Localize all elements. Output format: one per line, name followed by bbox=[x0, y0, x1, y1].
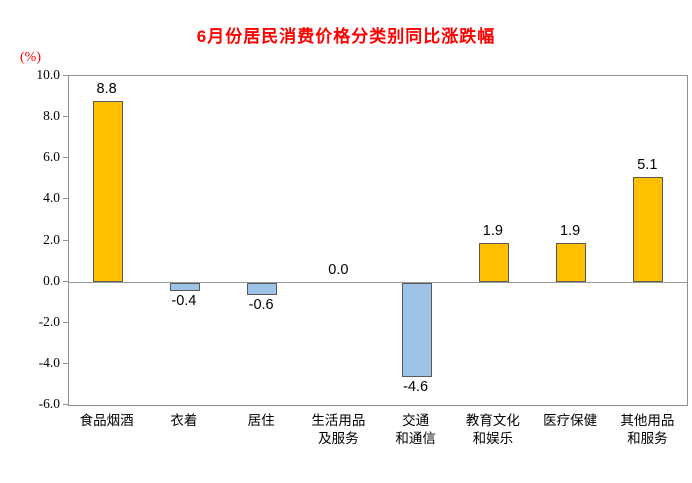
x-axis-category-label: 教育文化 和娱乐 bbox=[465, 413, 520, 446]
bar-value-label: 1.9 bbox=[482, 222, 503, 239]
x-axis-category-label: 居住 bbox=[247, 413, 275, 428]
bar-其他用品和服务 bbox=[633, 176, 664, 282]
bar-value-label: -0.6 bbox=[248, 296, 274, 313]
y-axis-tick-mark bbox=[63, 75, 68, 76]
bar-教育文化和娱乐 bbox=[478, 242, 509, 282]
y-axis-tick-label: -2.0 bbox=[38, 313, 60, 329]
y-axis-tick-mark bbox=[63, 362, 68, 364]
y-axis-tick-mark bbox=[63, 116, 68, 118]
bar-value-label: 5.1 bbox=[637, 156, 658, 173]
chart-title: 6月份居民消费价格分类别同比涨跌幅 bbox=[196, 27, 496, 46]
bar-value-label: 0.0 bbox=[328, 261, 349, 278]
y-axis-tick-label: 4.0 bbox=[43, 190, 60, 206]
bar-交通和通信 bbox=[401, 282, 432, 378]
x-axis-category-label: 食品烟酒 bbox=[79, 413, 134, 428]
bar-value-label: 1.9 bbox=[560, 222, 581, 239]
x-axis-category-label: 其他用品 和服务 bbox=[620, 413, 675, 446]
y-axis-tick-label: 2.0 bbox=[43, 231, 60, 247]
y-axis-tick-mark bbox=[63, 239, 68, 241]
y-axis-tick-mark bbox=[63, 157, 68, 159]
y-axis-tick-label: -4.0 bbox=[38, 354, 60, 370]
zero-axis-line bbox=[69, 281, 687, 283]
y-axis-tick-label: 8.0 bbox=[43, 108, 60, 124]
x-axis-category-label: 交通 和通信 bbox=[395, 413, 436, 446]
x-axis-category-label: 衣着 bbox=[170, 413, 198, 428]
y-axis-tick-label: 0.0 bbox=[43, 272, 60, 288]
bar-医疗保健 bbox=[556, 242, 587, 282]
y-axis-tick-label: -6.0 bbox=[38, 396, 60, 411]
y-axis-tick-mark bbox=[63, 404, 68, 405]
y-axis-tick-mark bbox=[63, 198, 68, 200]
bar-value-label: -4.6 bbox=[403, 379, 429, 396]
bar-value-label: 8.8 bbox=[96, 80, 117, 97]
bar-居住 bbox=[247, 282, 278, 295]
x-axis-category-label: 医疗保健 bbox=[543, 413, 598, 428]
bar-食品烟酒 bbox=[92, 100, 123, 282]
x-axis-category-label: 生活用品 及服务 bbox=[311, 413, 366, 446]
y-axis-tick-label: 10.0 bbox=[36, 67, 60, 82]
y-axis-tick-mark bbox=[63, 321, 68, 323]
plot-area bbox=[68, 75, 688, 406]
y-axis-tick-mark bbox=[63, 280, 68, 282]
y-axis-tick-label: 6.0 bbox=[43, 149, 60, 165]
bar-value-label: -0.4 bbox=[171, 292, 197, 309]
bar-衣着 bbox=[169, 282, 200, 291]
y-axis-unit-label: (%) bbox=[20, 50, 41, 65]
